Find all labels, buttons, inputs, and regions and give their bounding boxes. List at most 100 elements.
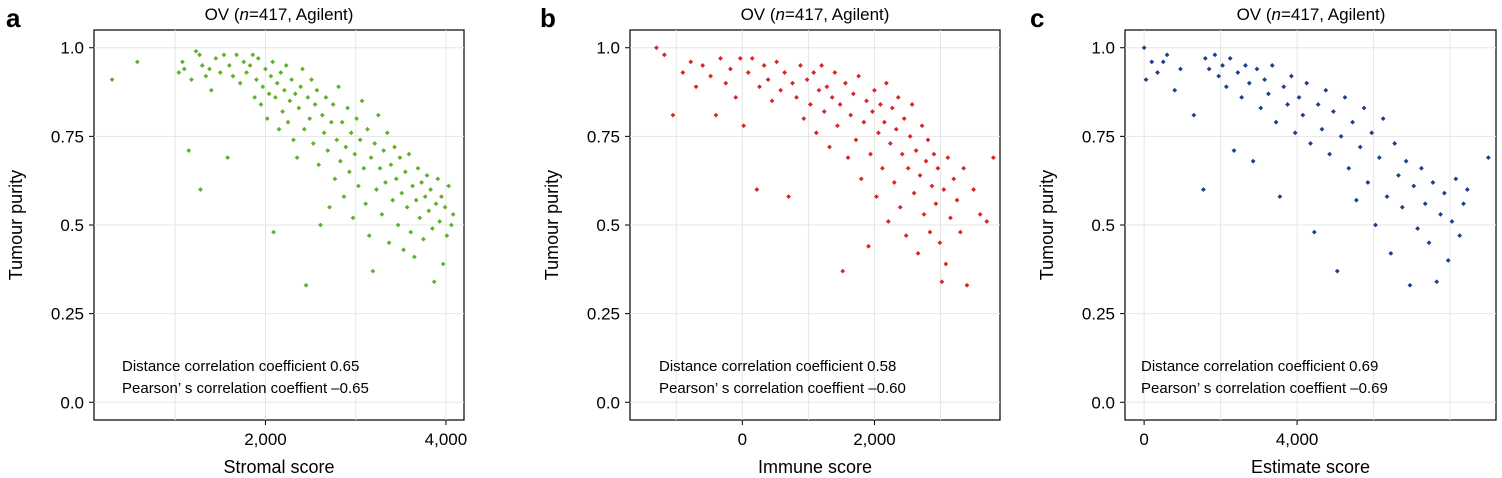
- data-point: [352, 151, 358, 157]
- data-point: [357, 137, 363, 143]
- data-point: [798, 63, 803, 68]
- data-point: [1327, 151, 1333, 157]
- data-point: [199, 63, 205, 68]
- data-point: [272, 94, 278, 100]
- panel-c: c OV (n=417, Agilent) 0 4,000 0.0 0.25 0.5 0.…: [1030, 3, 1497, 477]
- data-point: [897, 204, 903, 210]
- stats-line-1: Distance correlation coefficient 0.58: [659, 358, 896, 375]
- data-point: [109, 77, 115, 83]
- stats-line-2: Pearson’ s correlation coeffient –0.60: [659, 380, 906, 397]
- data-point: [1464, 187, 1470, 192]
- data-point: [737, 55, 743, 61]
- data-point: [929, 183, 935, 189]
- data-point: [1201, 187, 1206, 192]
- data-point: [1273, 119, 1279, 125]
- data-point: [397, 155, 403, 161]
- data-point: [1369, 130, 1375, 136]
- data-point: [964, 282, 970, 288]
- data-point: [757, 84, 762, 90]
- data-point: [372, 141, 378, 146]
- data-point: [348, 130, 354, 136]
- data-point: [359, 98, 365, 104]
- data-point: [1300, 112, 1306, 118]
- data-point: [1243, 63, 1248, 68]
- data-point: [307, 116, 313, 122]
- y-tick-label: 0.5: [1091, 216, 1115, 235]
- data-point: [393, 176, 399, 182]
- y-tick-label: 0.25: [587, 305, 620, 324]
- data-point: [1212, 52, 1218, 58]
- data-point: [193, 48, 199, 54]
- data-point: [1235, 70, 1241, 75]
- data-point: [1285, 102, 1290, 107]
- data-point: [917, 172, 923, 178]
- data-point: [310, 141, 316, 146]
- data-point: [318, 222, 323, 228]
- data-point: [225, 155, 230, 161]
- data-point: [1296, 94, 1302, 100]
- plot-area: 0 2,000 0.0 0.25 0.5 0.75 1.0 Immune score Tumou…: [542, 30, 1000, 477]
- data-point: [856, 73, 862, 79]
- data-point: [971, 187, 976, 192]
- data-point: [208, 87, 214, 93]
- data-point: [264, 116, 270, 122]
- data-point: [1206, 66, 1212, 72]
- data-point: [428, 187, 434, 192]
- data-point: [935, 165, 941, 171]
- data-point: [889, 105, 895, 111]
- stats-line-2: Pearson’ s correlation coeffient –0.69: [1141, 380, 1388, 397]
- x-tick-label: 4,000: [1276, 430, 1319, 449]
- data-point: [327, 204, 332, 210]
- data-point: [769, 98, 775, 104]
- data-point: [885, 219, 891, 224]
- data-point: [426, 208, 432, 214]
- data-point: [439, 194, 444, 200]
- data-point: [754, 187, 760, 192]
- y-tick-label: 0.75: [51, 127, 84, 146]
- data-point: [440, 261, 446, 267]
- data-point: [292, 91, 298, 97]
- data-point: [316, 162, 322, 168]
- y-axis-label: Tumour purity: [542, 170, 562, 280]
- data-point: [881, 119, 887, 125]
- data-point: [198, 187, 203, 192]
- data-point: [907, 133, 913, 139]
- panel-title: OV (n=417, Agilent): [1237, 5, 1386, 24]
- data-point: [368, 155, 374, 161]
- data-point: [1246, 80, 1252, 86]
- x-tick-label: 0: [738, 430, 747, 449]
- data-point: [1407, 282, 1413, 288]
- data-point: [337, 158, 343, 164]
- data-point: [383, 180, 388, 185]
- data-point: [230, 73, 236, 79]
- data-point: [321, 130, 327, 136]
- data-point: [270, 59, 276, 65]
- data-point: [294, 155, 300, 161]
- title-n: n: [776, 5, 785, 24]
- data-point: [1323, 87, 1329, 93]
- data-point: [899, 151, 905, 157]
- data-point: [274, 80, 280, 86]
- data-point: [911, 190, 917, 196]
- title-n: n: [1272, 5, 1281, 24]
- x-axis-label: Immune score: [758, 457, 872, 477]
- data-point: [804, 77, 810, 83]
- y-tick-label: 1.0: [60, 39, 84, 58]
- data-point: [301, 126, 307, 132]
- y-axis-label: Tumour purity: [1037, 170, 1057, 280]
- data-point: [1380, 116, 1386, 122]
- data-point: [1338, 133, 1344, 139]
- stats-line-1: Distance correlation coefficient 0.65: [122, 358, 359, 375]
- data-point: [430, 226, 435, 231]
- data-point: [1231, 148, 1237, 153]
- data-point: [361, 165, 367, 171]
- data-point: [258, 102, 264, 107]
- data-point: [254, 77, 259, 83]
- data-point: [961, 165, 967, 171]
- data-point: [134, 59, 140, 65]
- data-point: [937, 240, 943, 246]
- data-point: [234, 52, 239, 58]
- data-point: [1342, 94, 1348, 100]
- data-point: [354, 116, 360, 122]
